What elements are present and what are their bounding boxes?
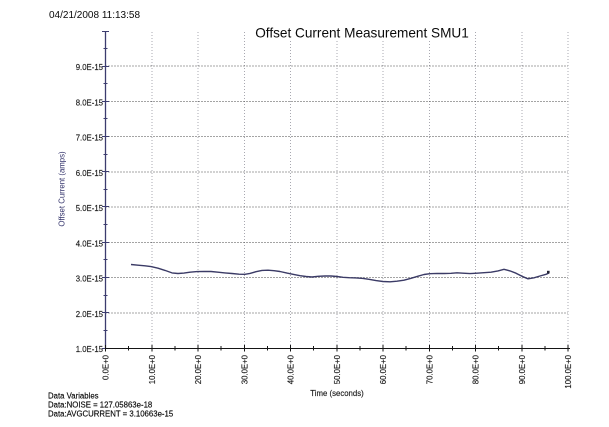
svg-text:Data Variables: Data Variables: [48, 392, 99, 401]
svg-text:40.0E+0: 40.0E+0: [287, 354, 296, 384]
svg-text:0.0E+0: 0.0E+0: [102, 354, 111, 380]
svg-text:100.0E+0: 100.0E+0: [564, 354, 573, 388]
svg-text:70.0E+0: 70.0E+0: [425, 354, 434, 384]
svg-text:50.0E+0: 50.0E+0: [333, 354, 342, 384]
svg-text:2.0E-15: 2.0E-15: [76, 310, 104, 319]
svg-text:30.0E+0: 30.0E+0: [240, 354, 249, 384]
svg-text:Data:NOISE = 127.05863e-18: Data:NOISE = 127.05863e-18: [48, 401, 152, 410]
svg-text:5.0E-15: 5.0E-15: [76, 204, 104, 213]
svg-text:Data:AVGCURRENT = 3.10663e-15: Data:AVGCURRENT = 3.10663e-15: [48, 410, 174, 419]
svg-text:04/21/2008 11:13:58: 04/21/2008 11:13:58: [49, 10, 140, 21]
svg-text:7.0E-15: 7.0E-15: [76, 134, 104, 143]
svg-text:90.0E+0: 90.0E+0: [518, 354, 527, 384]
svg-text:9.0E-15: 9.0E-15: [76, 63, 104, 72]
svg-text:6.0E-15: 6.0E-15: [76, 169, 104, 178]
svg-text:8.0E-15: 8.0E-15: [76, 98, 104, 107]
svg-text:3.0E-15: 3.0E-15: [76, 275, 104, 284]
svg-text:Time (seconds): Time (seconds): [310, 389, 364, 398]
svg-text:1.0E-15: 1.0E-15: [76, 345, 104, 354]
svg-text:Offset Current Measurement SMU: Offset Current Measurement SMU1: [255, 26, 469, 41]
svg-text:20.0E+0: 20.0E+0: [194, 354, 203, 384]
svg-text:60.0E+0: 60.0E+0: [379, 354, 388, 384]
svg-text:80.0E+0: 80.0E+0: [472, 354, 481, 384]
svg-text:Offset Current (amps): Offset Current (amps): [58, 151, 67, 227]
svg-text:4.0E-15: 4.0E-15: [76, 239, 104, 248]
svg-text:10.0E+0: 10.0E+0: [148, 354, 157, 384]
